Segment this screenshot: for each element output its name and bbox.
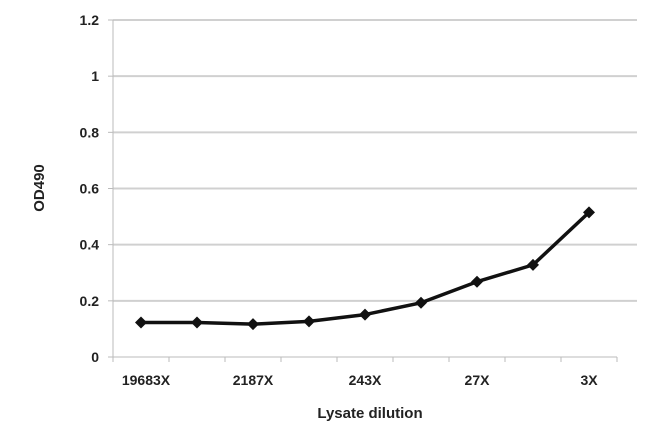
series-line [141, 211, 591, 326]
x-tick-label: 243X [349, 372, 382, 388]
y-axis-label: OD490 [31, 164, 48, 212]
data-point [583, 206, 595, 219]
data-point [527, 258, 539, 271]
x-tick-label: 19683X [122, 372, 171, 388]
x-tick-label: 2187X [233, 372, 274, 388]
y-tick-label: 0 [91, 349, 99, 365]
y-tick-label: 0.8 [80, 124, 100, 140]
x-tick-label: 27X [465, 372, 491, 388]
data-point [247, 318, 259, 331]
data-point [471, 275, 483, 288]
y-tick-label: 0.2 [80, 293, 100, 309]
data-point [191, 316, 203, 329]
data-point [359, 308, 371, 321]
y-tick-label: 0.4 [80, 237, 100, 253]
y-tick-label: 1 [91, 68, 99, 84]
y-tick-label: 1.2 [80, 12, 100, 28]
data-point [415, 296, 427, 309]
y-tick-label: 0.6 [80, 181, 100, 197]
data-point [303, 315, 315, 328]
data-point [135, 316, 147, 329]
x-tick-label: 3X [580, 372, 598, 388]
x-axis-label: Lysate dilution [317, 405, 422, 422]
